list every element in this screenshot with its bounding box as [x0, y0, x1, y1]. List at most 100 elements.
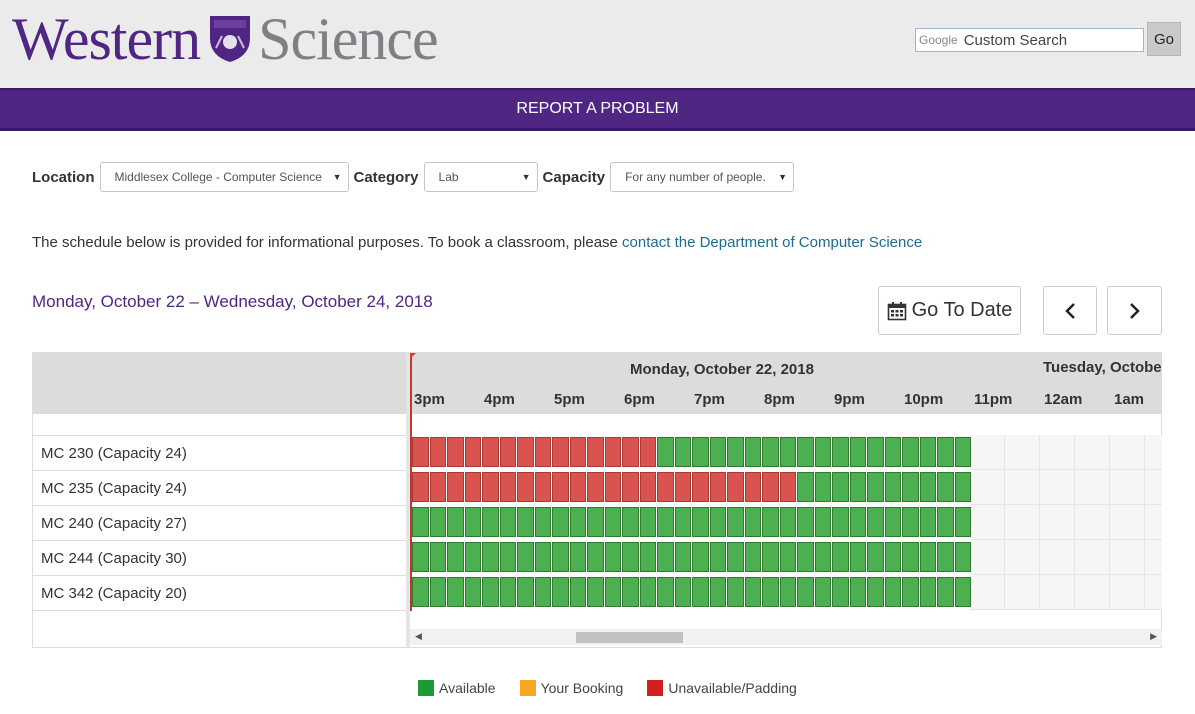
available-slot[interactable]: [639, 542, 656, 572]
available-slot[interactable]: [849, 577, 866, 607]
available-slot[interactable]: [412, 542, 429, 572]
unavailable-slot[interactable]: [534, 437, 551, 467]
available-slot[interactable]: [849, 542, 866, 572]
location-select[interactable]: Middlesex College - Computer Science ▼: [99, 162, 349, 192]
available-slot[interactable]: [657, 507, 674, 537]
available-slot[interactable]: [814, 437, 831, 467]
available-slot[interactable]: [692, 577, 709, 607]
available-slot[interactable]: [727, 577, 744, 607]
available-slot[interactable]: [552, 507, 569, 537]
unavailable-slot[interactable]: [482, 437, 499, 467]
unavailable-slot[interactable]: [517, 437, 534, 467]
available-slot[interactable]: [937, 472, 954, 502]
available-slot[interactable]: [867, 577, 884, 607]
available-slot[interactable]: [902, 472, 919, 502]
available-slot[interactable]: [447, 507, 464, 537]
available-slot[interactable]: [762, 437, 779, 467]
available-slot[interactable]: [832, 577, 849, 607]
unavailable-slot[interactable]: [674, 472, 691, 502]
unavailable-slot[interactable]: [692, 472, 709, 502]
unavailable-slot[interactable]: [604, 472, 621, 502]
unavailable-slot[interactable]: [639, 472, 656, 502]
available-slot[interactable]: [762, 542, 779, 572]
available-slot[interactable]: [884, 437, 901, 467]
available-slot[interactable]: [744, 437, 761, 467]
contact-department-link[interactable]: contact the Department of Computer Scien…: [622, 234, 923, 251]
available-slot[interactable]: [814, 507, 831, 537]
available-slot[interactable]: [797, 542, 814, 572]
go-to-date-button[interactable]: Go To Date: [878, 286, 1021, 335]
available-slot[interactable]: [814, 542, 831, 572]
unavailable-slot[interactable]: [429, 437, 446, 467]
available-slot[interactable]: [884, 507, 901, 537]
available-slot[interactable]: [867, 542, 884, 572]
available-slot[interactable]: [657, 437, 674, 467]
available-slot[interactable]: [832, 437, 849, 467]
available-slot[interactable]: [814, 472, 831, 502]
available-slot[interactable]: [954, 542, 971, 572]
available-slot[interactable]: [534, 507, 551, 537]
unavailable-slot[interactable]: [412, 437, 429, 467]
unavailable-slot[interactable]: [412, 472, 429, 502]
available-slot[interactable]: [797, 577, 814, 607]
available-slot[interactable]: [797, 437, 814, 467]
available-slot[interactable]: [954, 507, 971, 537]
unavailable-slot[interactable]: [464, 472, 481, 502]
unavailable-slot[interactable]: [779, 472, 796, 502]
available-slot[interactable]: [499, 542, 516, 572]
horizontal-scrollbar[interactable]: ◀ ▶: [410, 629, 1162, 645]
available-slot[interactable]: [622, 577, 639, 607]
available-slot[interactable]: [779, 437, 796, 467]
available-slot[interactable]: [779, 507, 796, 537]
available-slot[interactable]: [814, 577, 831, 607]
search-input[interactable]: Google Custom Search: [915, 28, 1144, 52]
available-slot[interactable]: [902, 542, 919, 572]
available-slot[interactable]: [447, 542, 464, 572]
unavailable-slot[interactable]: [517, 472, 534, 502]
available-slot[interactable]: [604, 542, 621, 572]
unavailable-slot[interactable]: [499, 472, 516, 502]
available-slot[interactable]: [832, 507, 849, 537]
available-slot[interactable]: [849, 437, 866, 467]
available-slot[interactable]: [849, 507, 866, 537]
available-slot[interactable]: [709, 542, 726, 572]
available-slot[interactable]: [499, 577, 516, 607]
available-slot[interactable]: [517, 542, 534, 572]
available-slot[interactable]: [569, 507, 586, 537]
available-slot[interactable]: [412, 507, 429, 537]
available-slot[interactable]: [762, 577, 779, 607]
available-slot[interactable]: [447, 577, 464, 607]
unavailable-slot[interactable]: [587, 472, 604, 502]
available-slot[interactable]: [674, 542, 691, 572]
available-slot[interactable]: [464, 507, 481, 537]
available-slot[interactable]: [744, 507, 761, 537]
unavailable-slot[interactable]: [639, 437, 656, 467]
available-slot[interactable]: [657, 577, 674, 607]
scroll-right-arrow-icon[interactable]: ▶: [1150, 631, 1157, 641]
available-slot[interactable]: [902, 577, 919, 607]
category-select[interactable]: Lab ▼: [423, 162, 538, 192]
available-slot[interactable]: [937, 577, 954, 607]
available-slot[interactable]: [604, 577, 621, 607]
available-slot[interactable]: [849, 472, 866, 502]
available-slot[interactable]: [482, 577, 499, 607]
available-slot[interactable]: [534, 577, 551, 607]
available-slot[interactable]: [867, 507, 884, 537]
available-slot[interactable]: [482, 507, 499, 537]
available-slot[interactable]: [412, 577, 429, 607]
available-slot[interactable]: [902, 507, 919, 537]
available-slot[interactable]: [692, 542, 709, 572]
unavailable-slot[interactable]: [744, 472, 761, 502]
unavailable-slot[interactable]: [552, 472, 569, 502]
report-problem-link[interactable]: REPORT A PROBLEM: [516, 100, 679, 117]
search-go-button[interactable]: Go: [1147, 22, 1181, 56]
available-slot[interactable]: [797, 472, 814, 502]
available-slot[interactable]: [587, 542, 604, 572]
scrollbar-thumb[interactable]: [576, 632, 683, 643]
available-slot[interactable]: [552, 542, 569, 572]
available-slot[interactable]: [779, 577, 796, 607]
available-slot[interactable]: [517, 507, 534, 537]
available-slot[interactable]: [464, 542, 481, 572]
unavailable-slot[interactable]: [709, 472, 726, 502]
available-slot[interactable]: [954, 437, 971, 467]
